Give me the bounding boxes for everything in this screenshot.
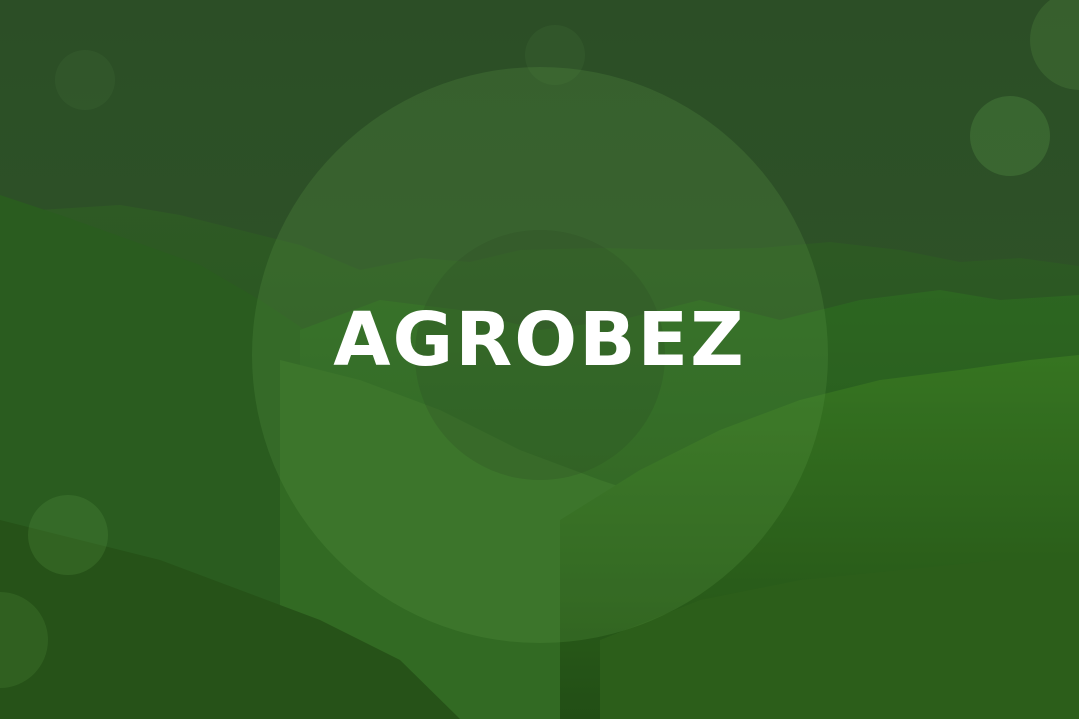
bokeh-circle-top-left	[55, 50, 115, 110]
bokeh-circle-corner	[1030, 0, 1079, 90]
foreground-right	[600, 560, 1079, 719]
bokeh-circle-top-right	[970, 96, 1050, 176]
foreground-left	[0, 520, 460, 719]
bokeh-large-circle	[252, 67, 828, 643]
bokeh-circle-bottom-left	[0, 592, 48, 688]
bokeh-circle-left	[28, 495, 108, 575]
bokeh-circle-top-mid	[525, 25, 585, 85]
brand-title: AGROBEZ	[333, 297, 746, 383]
bokeh-inner-circle	[415, 230, 665, 480]
